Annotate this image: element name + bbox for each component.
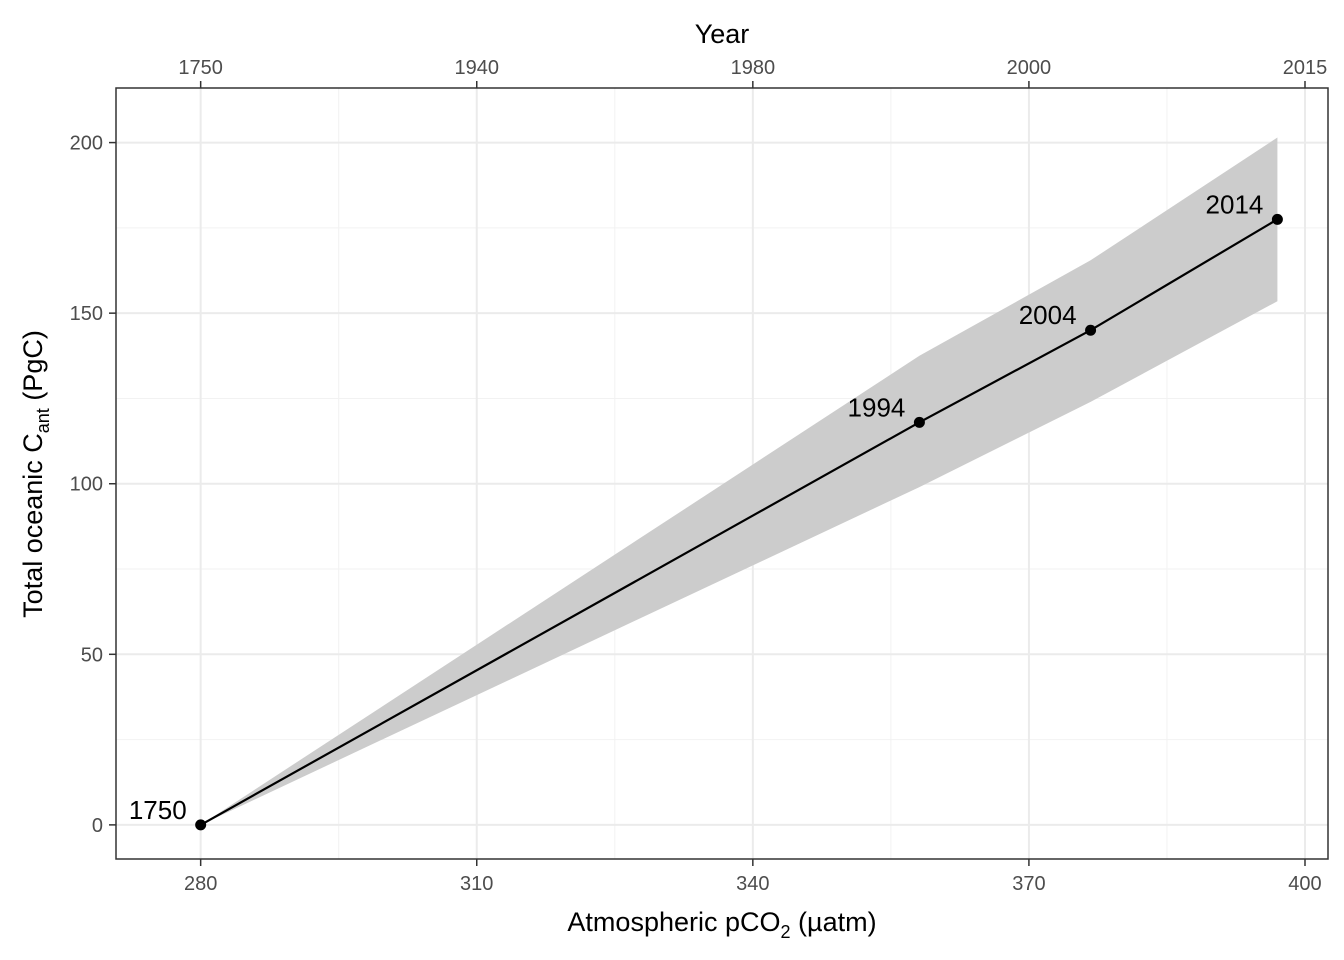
y-tick-label: 100 bbox=[70, 474, 103, 496]
x-tick-label: 280 bbox=[184, 873, 217, 895]
data-point bbox=[1085, 324, 1097, 336]
x-tick-label: 340 bbox=[736, 873, 769, 895]
secondary-x-tick-label: 1750 bbox=[178, 57, 223, 79]
x-axis-title-subscript: 2 bbox=[781, 922, 791, 942]
secondary-x-tick-label: 2000 bbox=[1007, 57, 1052, 79]
secondary-x-tick-label: 2015 bbox=[1283, 57, 1328, 79]
series-line bbox=[200, 218, 1278, 826]
x-tick-label: 370 bbox=[1012, 873, 1045, 895]
y-axis-title-subscript: ant bbox=[33, 408, 53, 433]
y-axis-title-main: Total oceanic C bbox=[18, 433, 48, 618]
x-tick-label: 310 bbox=[460, 873, 493, 895]
label-layer: 1750 1994 2004 2014 bbox=[129, 189, 1264, 825]
secondary-x-axis-title: Year bbox=[695, 19, 750, 49]
data-point bbox=[195, 819, 207, 831]
data-point-label: 2014 bbox=[1206, 189, 1264, 219]
uncertainty-band bbox=[200, 137, 1278, 825]
data-point-label: 2004 bbox=[1019, 300, 1077, 330]
data-point bbox=[913, 416, 925, 428]
y-axis-title: Total oceanic Cant (PgC) bbox=[18, 330, 53, 618]
band-layer bbox=[200, 137, 1278, 825]
x-tick-label: 400 bbox=[1288, 873, 1321, 895]
axis-layer: 280 310 340 370 400 0 50 100 150 200 1750 1940 1980 2… bbox=[70, 57, 1328, 895]
y-tick-label: 200 bbox=[70, 133, 103, 155]
y-tick-label: 0 bbox=[92, 815, 103, 837]
panel-border bbox=[115, 87, 1329, 860]
y-axis-title-unit: (PgC) bbox=[18, 330, 48, 408]
data-point-label: 1750 bbox=[129, 795, 187, 825]
x-axis-title-unit: (µatm) bbox=[791, 907, 877, 937]
y-tick-label: 150 bbox=[70, 303, 103, 325]
secondary-x-tick-label: 1980 bbox=[731, 57, 776, 79]
x-axis-title-main: Atmospheric pCO bbox=[567, 907, 780, 937]
point-layer bbox=[195, 213, 1283, 831]
secondary-x-tick-label: 1940 bbox=[454, 57, 499, 79]
x-axis-title: Atmospheric pCO2 (µatm) bbox=[567, 907, 876, 942]
line-layer bbox=[200, 218, 1278, 826]
y-tick-label: 50 bbox=[81, 644, 103, 666]
data-point bbox=[1271, 213, 1283, 225]
data-point-label: 1994 bbox=[848, 392, 906, 422]
